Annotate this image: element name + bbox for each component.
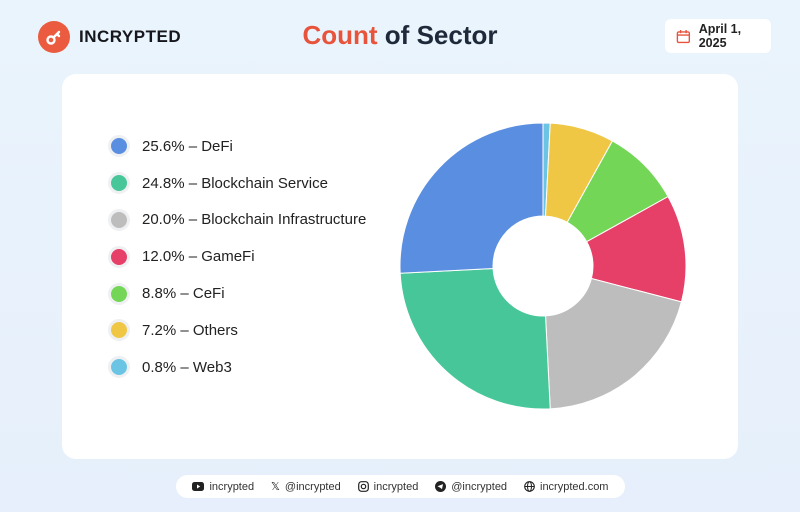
footer-youtube[interactable]: incrypted: [192, 481, 254, 493]
legend-label: 8.8% – CeFi: [142, 285, 225, 303]
footer-instagram[interactable]: incrypted: [357, 480, 419, 493]
legend-item: 20.0% – Blockchain Infrastructure: [108, 202, 366, 239]
legend-label: 12.0% – GameFi: [142, 248, 255, 266]
slice-blockchain-infrastructure: [545, 277, 683, 410]
legend-label: 24.8% – Blockchain Service: [142, 174, 328, 192]
slice-defi: [399, 122, 544, 274]
legend-swatch: [108, 208, 130, 231]
footer-x[interactable]: 𝕏 @incrypted: [271, 480, 341, 494]
legend-label: 7.2% – Others: [142, 321, 238, 339]
footer-text: @incrypted: [284, 480, 341, 493]
key-icon: [38, 21, 70, 53]
footer-telegram[interactable]: @incrypted: [435, 481, 507, 493]
legend-swatch: [108, 319, 130, 342]
youtube-icon: [192, 482, 205, 491]
footer-website[interactable]: incrypted.com: [524, 481, 608, 493]
legend-item: 25.6% – DeFi: [108, 128, 366, 165]
brand-name: INCRYPTED: [79, 27, 182, 46]
footer-text: incrypted.com: [540, 480, 609, 493]
legend-swatch: [108, 245, 130, 268]
legend-item: 0.8% – Web3: [108, 349, 366, 386]
legend-item: 12.0% – GameFi: [108, 238, 366, 275]
footer-text: incrypted: [209, 480, 255, 493]
brand-logo: INCRYPTED: [38, 21, 181, 53]
title-rest: of Sector: [377, 20, 498, 50]
legend-label: 20.0% – Blockchain Infrastructure: [142, 211, 367, 229]
social-footer: incrypted 𝕏 @incrypted incrypted @incrypt…: [176, 475, 625, 498]
date-badge: April 1, 2025: [665, 19, 771, 53]
instagram-icon: [357, 481, 369, 492]
legend-swatch: [108, 282, 130, 305]
legend-swatch: [108, 356, 130, 379]
legend-label: 25.6% – DeFi: [142, 137, 233, 155]
chart-legend: 25.6% – DeFi 24.8% – Blockchain Service 20…: [108, 128, 366, 386]
globe-icon: [524, 481, 535, 492]
legend-item: 24.8% – Blockchain Service: [108, 165, 366, 202]
date-text: April 1, 2025: [698, 22, 742, 50]
calendar-icon: [676, 29, 691, 43]
legend-item: 8.8% – CeFi: [108, 275, 366, 312]
legend-swatch: [108, 172, 130, 195]
page-title: Count of Sector: [0, 20, 800, 51]
legend-label: 0.8% – Web3: [142, 358, 232, 376]
title-accent: Count: [302, 20, 378, 50]
slice-blockchain-service: [399, 268, 551, 410]
legend-item: 7.2% – Others: [108, 312, 366, 349]
x-icon: 𝕏: [271, 481, 280, 493]
footer-text: @incrypted: [451, 480, 508, 493]
footer-text: incrypted: [373, 480, 419, 493]
telegram-icon: [435, 481, 447, 492]
legend-swatch: [108, 135, 130, 158]
